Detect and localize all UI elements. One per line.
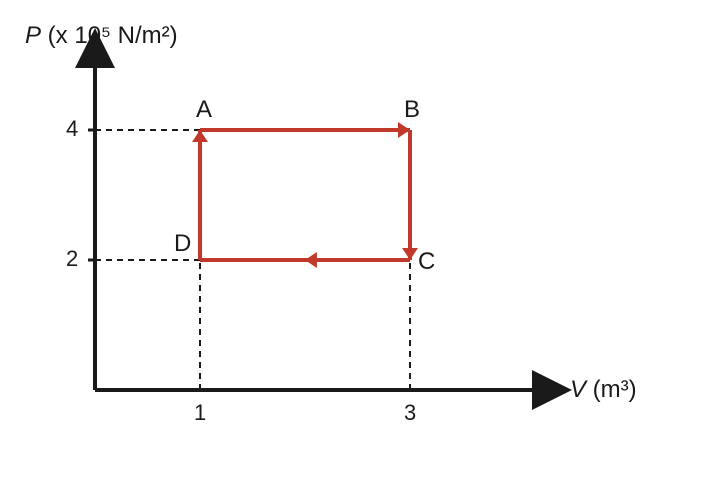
point-D-text: D [174,230,191,257]
point-label-A: A [196,96,212,124]
x-axis-units: (m³) [586,376,637,403]
point-label-C: C [418,248,435,276]
x-tick-3: 3 [404,400,416,426]
point-B-text: B [404,96,420,123]
y-tick-2-text: 2 [66,246,78,271]
point-A-text: A [196,96,212,123]
point-C-text: C [418,248,435,275]
y-axis-label: P (x 10⁵ N/m²) [25,22,178,50]
y-tick-4: 4 [66,116,78,142]
x-tick-1: 1 [194,400,206,426]
x-axis-symbol: V [570,376,586,403]
x-tick-1-text: 1 [194,400,206,425]
point-label-D: D [174,230,191,258]
pv-diagram: P (x 10⁵ N/m²) V (m³) 2 4 1 3 A B C D [0,0,715,502]
x-axis-label: V (m³) [570,376,637,404]
y-axis-units: (x 10⁵ N/m²) [41,22,178,49]
point-label-B: B [404,96,420,124]
x-tick-3-text: 3 [404,400,416,425]
y-tick-4-text: 4 [66,116,78,141]
y-axis-symbol: P [25,22,41,49]
diagram-svg [0,0,715,502]
y-tick-2: 2 [66,246,78,272]
